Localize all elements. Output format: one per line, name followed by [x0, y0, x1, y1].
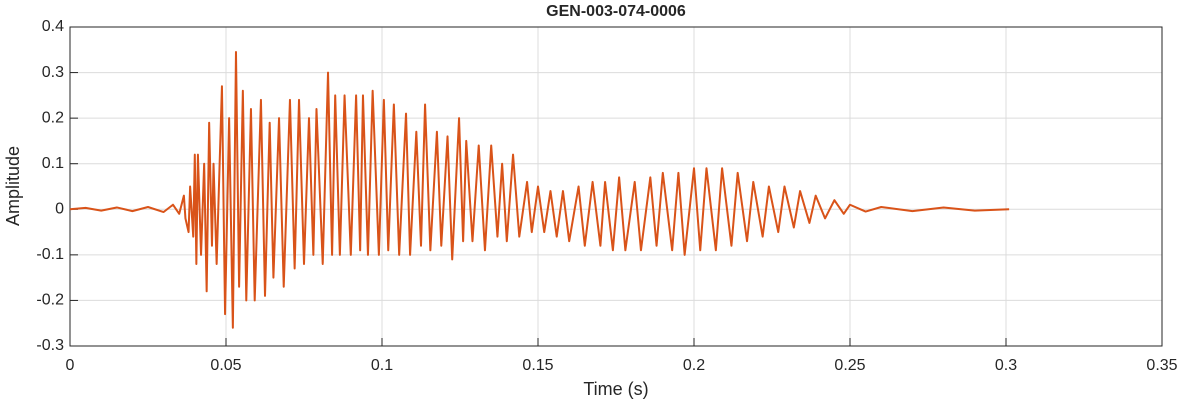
- y-tick-label: -0.2: [36, 292, 64, 309]
- x-tick-label: 0.25: [834, 357, 865, 374]
- chart-title: GEN-003-074-0006: [546, 3, 686, 20]
- x-tick-label: 0.2: [683, 357, 705, 374]
- x-tick-label: 0.35: [1146, 357, 1177, 374]
- y-tick-label: 0.3: [42, 64, 64, 81]
- plot-frame: [69, 26, 1163, 347]
- x-tick-label: 0.1: [371, 357, 393, 374]
- x-tick-label: 0.05: [210, 357, 241, 374]
- x-axis-label: Time (s): [583, 379, 648, 399]
- y-tick-label: -0.3: [36, 337, 64, 354]
- x-tick-label: 0: [66, 357, 75, 374]
- y-tick-label: -0.1: [36, 246, 64, 263]
- y-tick-label: 0.4: [42, 18, 64, 35]
- x-tick-label: 0.15: [522, 357, 553, 374]
- x-tick-label: 0.3: [995, 357, 1017, 374]
- y-tick-label: 0.1: [42, 155, 64, 172]
- y-tick-label: 0.2: [42, 109, 64, 126]
- waveform-line: [69, 51, 1010, 329]
- y-axis-label: Amplitude: [3, 146, 23, 226]
- y-tick-label: 0: [55, 201, 64, 218]
